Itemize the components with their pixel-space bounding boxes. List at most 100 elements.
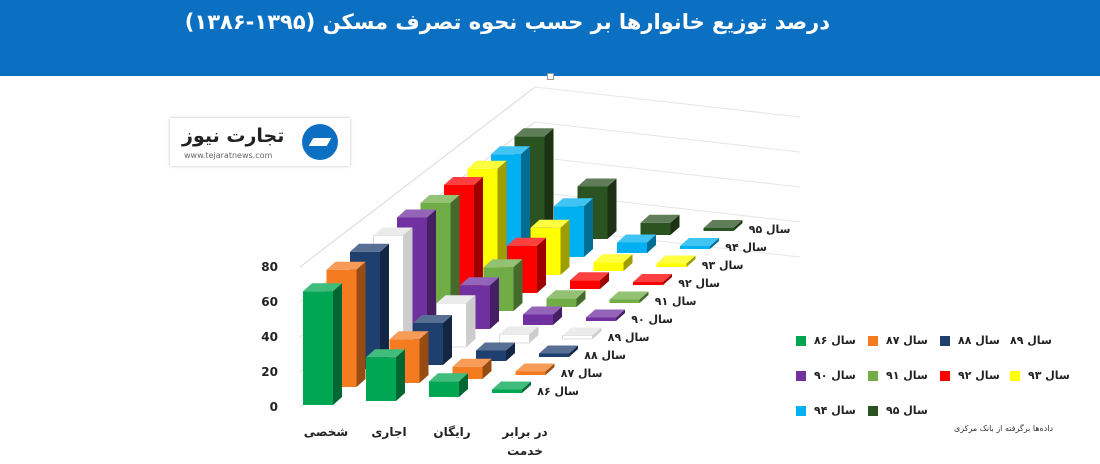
bar-top	[460, 277, 499, 286]
bar-top	[326, 261, 366, 270]
bar-side	[490, 277, 499, 329]
bar-side	[356, 261, 366, 387]
legend-label: سال ۹۰	[814, 369, 856, 382]
legend-label: سال ۹۵	[886, 404, 928, 417]
bar-side	[569, 345, 578, 357]
series-axis-label: سال ۹۱	[655, 295, 697, 308]
legend-item: سال ۸۸	[940, 334, 1000, 347]
gridline-back	[534, 156, 801, 188]
series-axis-label: سال ۸۸	[584, 349, 626, 362]
legend-item: سال ۸۶	[796, 334, 856, 347]
bar	[366, 357, 396, 401]
bar-side	[537, 237, 546, 293]
bar	[593, 262, 624, 271]
bar-top	[476, 342, 515, 351]
category-label: خدمت	[507, 444, 543, 458]
bar-side	[560, 219, 570, 275]
bar-side	[616, 309, 625, 321]
bar-top	[617, 234, 656, 243]
bar-top	[507, 237, 546, 246]
y-tick-label: 20	[261, 365, 278, 379]
legend-item: سال ۹۴	[796, 404, 856, 417]
bar-top	[420, 195, 460, 203]
bar-side	[639, 291, 649, 303]
category-label: رایگان	[433, 425, 470, 439]
bar	[492, 389, 522, 393]
bar-top	[514, 128, 554, 137]
bar-top	[366, 349, 405, 358]
category-label: در برابر	[501, 425, 547, 439]
legend-item: سال ۹۰	[796, 369, 856, 382]
legend-swatch	[868, 405, 878, 416]
y-tick-label: 40	[261, 330, 278, 344]
bar-top	[499, 326, 539, 335]
legend-item: سال ۸۹	[1010, 334, 1052, 347]
bar-side	[419, 331, 429, 383]
bar-top	[562, 327, 602, 336]
bar	[617, 242, 647, 253]
legend-swatch	[940, 370, 950, 381]
source-note: داده‌ها برگرفته از بانک مرکزی	[954, 424, 1054, 433]
bar-top	[633, 274, 672, 282]
bar-top	[656, 255, 696, 264]
bar	[680, 246, 710, 249]
bar-top	[546, 290, 586, 299]
gridline-back	[534, 86, 801, 118]
bar-side	[529, 326, 539, 343]
bar-side	[474, 177, 483, 297]
bar-side	[482, 358, 492, 379]
legend-swatch	[796, 370, 806, 381]
legend-item: سال ۹۵	[868, 404, 928, 417]
bar-top	[452, 358, 492, 367]
legend-label: سال ۸۶	[814, 334, 856, 347]
legend-label: سال ۸۸	[958, 334, 1000, 347]
resize-handle[interactable]	[547, 73, 554, 80]
bar-side	[506, 342, 515, 361]
bar-top	[680, 238, 719, 246]
bar-side	[333, 283, 342, 405]
bar	[640, 222, 671, 235]
bar-top	[413, 315, 452, 323]
bar-top	[350, 243, 389, 252]
bar-top	[303, 283, 342, 292]
bar-side	[459, 373, 468, 397]
logo-name: تجارت نیوز	[182, 125, 285, 147]
bar	[499, 334, 530, 344]
logo-mark-icon	[302, 124, 338, 160]
legend-label: سال ۹۴	[814, 404, 856, 417]
bar-side	[545, 363, 555, 375]
bar-top	[586, 309, 625, 318]
bar-side	[450, 195, 460, 315]
logo-url: www.tejaratnews.com	[184, 151, 273, 160]
bar-side	[466, 295, 476, 347]
legend-swatch	[796, 405, 806, 416]
bar-side	[584, 198, 593, 257]
bar-top	[515, 363, 555, 372]
series-axis-label: سال ۹۳	[702, 259, 744, 272]
bar-side	[553, 306, 562, 325]
chart-header: درصد توزیع خانوارها بر حسب نحوه تصرف مسک…	[0, 0, 1100, 76]
bar	[546, 298, 577, 307]
bar	[570, 280, 600, 289]
bar-side	[733, 220, 743, 231]
bar-side	[623, 254, 633, 271]
legend-item: سال ۹۲	[940, 369, 1000, 382]
series-axis-label: سال ۹۴	[725, 241, 767, 254]
bar-side	[403, 227, 413, 351]
bar-side	[380, 243, 389, 369]
bar-side	[576, 290, 586, 307]
bar-side	[544, 128, 554, 243]
legend-label: سال ۹۲	[958, 369, 1000, 382]
category-label: شخصی	[304, 425, 348, 439]
legend-item: سال ۹۱	[868, 369, 928, 382]
category-label: اجاری	[371, 425, 406, 439]
series-axis-label: سال ۸۹	[608, 331, 650, 344]
series-1	[303, 283, 531, 405]
bar-side	[663, 274, 672, 285]
bar-side	[396, 349, 405, 401]
legend-label: سال ۹۱	[886, 369, 928, 382]
bar-top	[577, 178, 617, 187]
legend-item: سال ۹۳	[1010, 369, 1070, 382]
bar-top	[467, 160, 507, 169]
legend-label: سال ۸۹	[1010, 334, 1052, 347]
